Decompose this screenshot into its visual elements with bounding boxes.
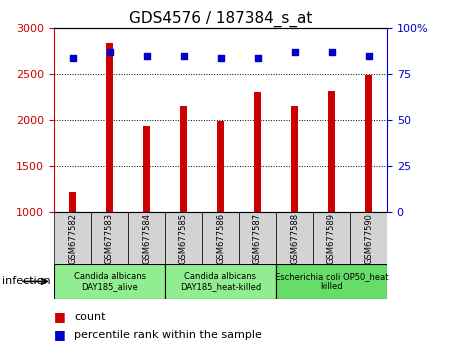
Bar (202, 212, 239, 264)
Text: Escherichia coli OP50_heat
killed: Escherichia coli OP50_heat killed (275, 272, 388, 291)
Text: GSM677585: GSM677585 (179, 212, 188, 264)
Text: GSM677590: GSM677590 (364, 213, 373, 263)
Point (328, 50, 335, 55)
Bar (217, 121, 224, 212)
Title: GDS4576 / 187384_s_at: GDS4576 / 187384_s_at (129, 11, 312, 27)
Bar (254, 92, 261, 212)
Point (180, 53, 187, 59)
Text: GSM677584: GSM677584 (142, 212, 151, 264)
Text: ■: ■ (54, 328, 66, 341)
Point (291, 50, 298, 55)
Text: ■: ■ (54, 310, 66, 323)
Text: GSM677587: GSM677587 (253, 212, 262, 264)
Bar (350, 212, 387, 264)
Text: percentile rank within the sample: percentile rank within the sample (74, 330, 262, 339)
Bar (106, 43, 113, 212)
Bar (54, 212, 91, 264)
Text: Candida albicans
DAY185_alive: Candida albicans DAY185_alive (73, 272, 145, 291)
Bar (165, 264, 276, 299)
Point (217, 55, 224, 61)
Point (254, 55, 261, 61)
Point (106, 50, 113, 55)
Bar (276, 212, 313, 264)
Bar (69, 192, 76, 212)
Point (143, 53, 150, 59)
Text: infection: infection (2, 276, 51, 286)
Bar (128, 212, 165, 264)
Bar (143, 126, 150, 212)
Bar (313, 212, 350, 264)
Text: GSM677583: GSM677583 (105, 212, 114, 264)
Text: Candida albicans
DAY185_heat-killed: Candida albicans DAY185_heat-killed (180, 272, 261, 291)
Bar (165, 212, 202, 264)
Bar (91, 212, 128, 264)
Bar (239, 212, 276, 264)
Text: GSM677588: GSM677588 (290, 212, 299, 264)
Bar (54, 264, 165, 299)
Text: count: count (74, 312, 106, 322)
Bar (291, 105, 298, 212)
Bar (180, 105, 187, 212)
Text: GSM677586: GSM677586 (216, 212, 225, 264)
Bar (365, 75, 372, 212)
Bar (328, 91, 335, 212)
Bar (276, 264, 387, 299)
Point (69, 55, 76, 61)
Point (365, 53, 372, 59)
Text: GSM677582: GSM677582 (68, 212, 77, 264)
Text: GSM677589: GSM677589 (327, 212, 336, 264)
